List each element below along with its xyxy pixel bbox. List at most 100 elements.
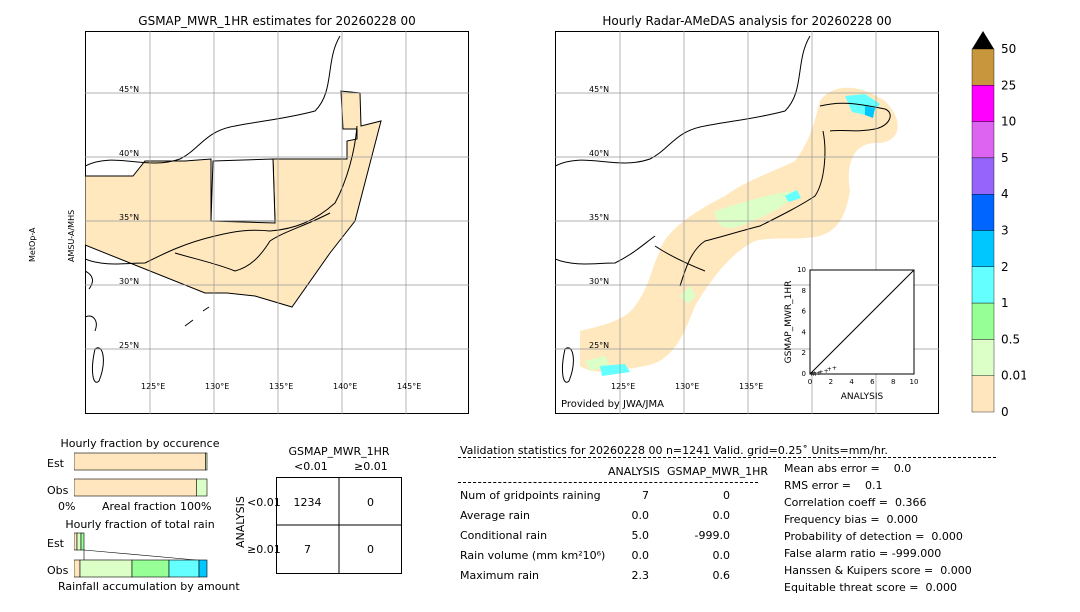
validation-header: Validation statistics for 20260228 00 n=… (460, 444, 888, 457)
occ-x-end: 100% (180, 500, 212, 513)
scatter-point: + (818, 369, 823, 376)
val-row-analysis: 5.0 (631, 529, 650, 542)
val-row-gsmap: 0.0 (712, 549, 731, 562)
scatter-y-tick: 10 (797, 266, 806, 274)
right-lon-125: 125°E (611, 382, 635, 391)
left-map-island-taiwan (91, 347, 104, 383)
cont-row-1: <0.01 (247, 496, 281, 509)
left-map-sensor-label-2: AMSU-A/MHS (67, 209, 76, 262)
scatter-point: + (809, 371, 814, 378)
left-lat-40: 40°N (119, 149, 139, 158)
right-lat-45: 45°N (589, 85, 609, 94)
cont-col-1: <0.01 (294, 460, 328, 473)
scatter-point: + (832, 365, 837, 372)
colorbar-label: 50 (1001, 42, 1016, 56)
colorbar-label: 2 (1001, 260, 1009, 274)
occ-x-start: 0% (58, 500, 76, 513)
val-col-gsmap: GSMAP_MWR_1HR (667, 465, 769, 478)
contingency-title: GSMAP_MWR_1HR (288, 445, 390, 458)
rain-est-seg-2 (76, 532, 82, 551)
rain-xlabel: Rainfall accumulation by amount (58, 580, 240, 593)
colorbar-segment (971, 302, 995, 340)
right-map-title: Hourly Radar-AMeDAS analysis for 2026022… (602, 14, 892, 28)
scatter-point: + (813, 371, 818, 378)
colorbar-segment (971, 48, 995, 86)
val-row-label: Num of gridpoints raining (460, 489, 601, 502)
left-map-coverage (85, 90, 382, 308)
val-score: False alarm ratio = -999.000 (784, 547, 942, 560)
rain-est-label: Est (47, 537, 64, 550)
right-lat-25: 25°N (589, 341, 609, 350)
colorbar-segment (971, 266, 995, 304)
left-lat-45: 45°N (119, 85, 139, 94)
occurrence-bar-segment (205, 452, 208, 471)
occurrence-bar-segment (74, 452, 206, 471)
val-score: Correlation coeff = 0.366 (784, 496, 927, 509)
total-rain-bars (74, 532, 208, 578)
rain-obs-label: Obs (47, 564, 69, 577)
colorbar-label: 0 (1001, 405, 1009, 418)
left-map-coast (85, 35, 358, 332)
cont-row-2: ≥0.01 (247, 543, 281, 556)
scatter-point: + (824, 368, 829, 375)
left-lon-135: 135°E (269, 382, 293, 391)
scatter-x-tick: 2 (829, 378, 833, 386)
val-score: Hanssen & Kuipers score = 0.000 (784, 564, 972, 577)
occ-xlabel: Areal fraction (102, 500, 177, 513)
validation-divider-top (458, 457, 996, 458)
left-lon-130: 130°E (205, 382, 229, 391)
scatter-point: + (827, 366, 832, 373)
occ-est-label: Est (47, 457, 64, 470)
right-map-credit: Provided by JWA/JMA (561, 399, 664, 410)
val-row-label: Maximum rain (460, 569, 539, 582)
right-map-island-taiwan (561, 347, 574, 383)
right-map-coverage (580, 87, 898, 372)
rain-obs-seg-2 (79, 559, 133, 578)
cont-cell-01: 0 (367, 496, 374, 509)
rain-connector (83, 549, 208, 562)
val-score: RMS error = 0.1 (784, 479, 883, 492)
right-map-heavy-rain (865, 106, 875, 118)
val-row-gsmap: 0.6 (712, 569, 731, 582)
scatter-y-tick: 2 (802, 349, 806, 357)
val-row-analysis: 7 (642, 489, 649, 502)
left-lon-140: 140°E (333, 382, 357, 391)
scatter-point: + (811, 371, 816, 378)
colorbar-segment (971, 193, 995, 231)
right-lon-130: 130°E (675, 382, 699, 391)
colorbar-label: 0.01 (1001, 369, 1026, 383)
scatter-y-tick: 8 (802, 287, 806, 295)
right-lon-135: 135°E (739, 382, 763, 391)
rain-est-seg-1 (74, 532, 78, 551)
scatter-x-tick: 8 (891, 378, 895, 386)
scatter-y-tick: 6 (802, 308, 807, 316)
colorbar-label: 3 (1001, 224, 1009, 238)
colorbar-segment (971, 375, 995, 413)
left-map-sensor-label: MetOp-A (28, 197, 67, 262)
val-row-analysis: 2.3 (631, 569, 650, 582)
colorbar-segment (971, 85, 995, 122)
val-score: Frequency bias = 0.000 (784, 513, 919, 526)
left-lon-125: 125°E (141, 382, 165, 391)
colorbar-label: 0.5 (1001, 332, 1020, 346)
sensor-label-1: MetOp-A (28, 227, 37, 262)
left-lat-30: 30°N (119, 277, 139, 286)
contingency-grid (276, 477, 402, 574)
left-map-grid (85, 31, 469, 414)
rain-obs-seg-3 (131, 559, 170, 578)
colorbar-label: 4 (1001, 187, 1009, 201)
scatter-point: + (810, 370, 815, 377)
val-row-gsmap: -999.0 (694, 529, 730, 542)
scatter-y-tick: 0 (802, 370, 806, 378)
colorbar-label: 5 (1001, 151, 1009, 165)
occurrence-bar-segment (196, 478, 208, 497)
rain-obs-seg-1 (74, 559, 81, 578)
cont-cell-11: 0 (367, 543, 374, 556)
right-lat-35: 35°N (589, 213, 609, 222)
right-lat-30: 30°N (589, 277, 609, 286)
occurrence-title: Hourly fraction by occurence (60, 437, 220, 450)
total-rain-title: Hourly fraction of total rain (65, 518, 215, 531)
colorbar-segment (971, 230, 995, 267)
scatter-x-tick: 4 (849, 378, 854, 386)
